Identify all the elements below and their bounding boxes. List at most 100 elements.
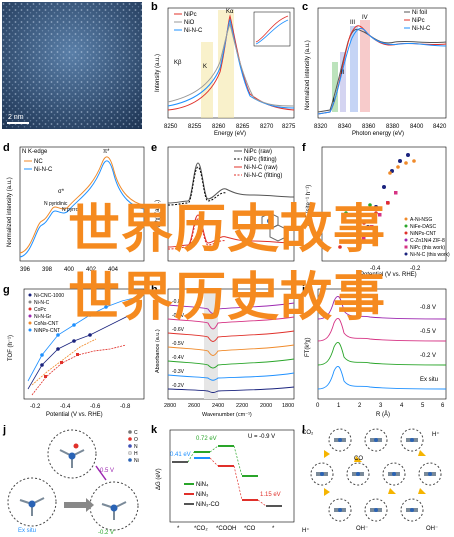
legend-item: C-Zn1Ni4 ZIF-8 [410, 238, 445, 244]
annotation: III [350, 20, 355, 26]
legend-item: Ni-N-Gr [34, 314, 52, 320]
curve-label: -0.7V [172, 313, 185, 319]
tick: 400 [64, 267, 75, 273]
panel-d-chart: N K-edge NC Ni-N-C π* σ* N pyridinic N p… [7, 146, 145, 273]
tick: 8380 [386, 124, 400, 130]
tick: 8255 [188, 124, 202, 130]
species-label: H⁺ [432, 431, 440, 438]
legend-item: NiFe-DASC [410, 224, 437, 230]
panel-b-chart: 8250 8255 8260 8265 8270 8275 Energy (eV… [155, 7, 296, 137]
ylabel: Normalized intensity (a.u.) [7, 177, 13, 247]
legend-item: Ni-N-C [184, 28, 203, 34]
tick: *COOH [216, 526, 236, 532]
xlabel: Wavenumber (cm⁻¹) [202, 412, 252, 418]
tick: 398 [42, 267, 53, 273]
annotation: N pyrrolic [62, 207, 84, 213]
panel-h-label: h [151, 284, 158, 296]
annotation: II [341, 70, 345, 76]
legend-item: CoPc [34, 307, 47, 313]
legend-item: NiN₃-CO [196, 502, 220, 508]
panel-f-label: f [302, 142, 306, 154]
species-label: CO₂ [302, 430, 314, 436]
scalebar-label: 2 nm [8, 114, 24, 121]
ylabel: TOF (site⁻¹ h⁻¹) [306, 185, 312, 227]
tick: -0.4 [60, 404, 71, 410]
curve-label: -0.4V [172, 355, 185, 361]
curve-label: -0.5 V [420, 329, 436, 335]
legend-item: Ni-N-C (fitting) [244, 173, 282, 179]
tick: 6 [441, 403, 445, 409]
legend-item: Ni-N-C (this work) [410, 252, 450, 258]
tick: -0.4 [370, 266, 381, 272]
curve-label: -0.3V [172, 369, 185, 375]
potential-label: Ex situ [18, 528, 36, 534]
panel-a-micrograph: 2 nm [2, 2, 142, 129]
tick: 8250 [164, 124, 178, 130]
tick: 8320 [314, 124, 328, 130]
legend-item: Ni-N-C [34, 167, 53, 173]
curve-label: -0.8V [172, 299, 185, 305]
species-label: CO [354, 456, 363, 462]
xlabel: Potential (V vs. RHE) [360, 272, 417, 278]
annotation: π* [103, 149, 110, 155]
tick: 2000 [260, 403, 272, 409]
panel-b-label: b [151, 1, 158, 13]
ylabel: TOF (h⁻¹) [8, 335, 14, 361]
panel-f-chart: A-Ni-NSG NiFe-DASC NiNPs-CNT C-Zn1Ni4 ZI… [306, 146, 450, 278]
panel-j-diagram: -0.5 V -0.2 V Ex situ C O N H Ni [7, 429, 139, 536]
tick: 2800 [164, 403, 176, 409]
tick: * [272, 526, 275, 532]
legend-item: NiPc [184, 12, 197, 18]
legend-item: Ni-CNC-1000 [34, 293, 64, 299]
panel-j-label: j [3, 424, 7, 436]
potential-label: -0.5 V [98, 468, 114, 474]
curve-label: -0.5V [172, 341, 185, 347]
energy-label: 1.15 eV [260, 492, 281, 498]
legend-item: NiN₄ [196, 482, 209, 488]
legend-item: C [134, 430, 138, 436]
tick: -0.2 [30, 404, 41, 410]
tick: -0.6 [90, 404, 101, 410]
energy-label: 0.72 eV [196, 436, 217, 442]
panel-l-label: l [302, 424, 306, 436]
chart-title: N K-edge [22, 149, 48, 155]
species-label: OH⁻ [356, 526, 368, 532]
annotation: I [333, 98, 335, 104]
xlabel: R (Å) [376, 411, 390, 418]
panel-h-chart: -0.8V -0.7V -0.6V -0.5V -0.4V -0.3V -0.2… [155, 288, 295, 418]
panel-l-diagram: CO₂ CO H⁺ H⁺ OH⁻ OH⁻ [302, 428, 442, 534]
tick: *CO [244, 526, 256, 532]
tick: 8340 [338, 124, 352, 130]
annotation: Kβ [174, 60, 182, 66]
panel-e-label: e [151, 142, 158, 154]
tick: *CO₂ [194, 526, 208, 532]
tick: 1 [337, 403, 341, 409]
annotation: IV [362, 15, 368, 21]
annotation: N pyridinic [44, 201, 68, 207]
tick: 8260 [212, 124, 226, 130]
legend-item: NC [34, 159, 43, 165]
tick: 2200 [236, 403, 248, 409]
tick: 8275 [282, 124, 296, 130]
curve-label: -0.6V [172, 327, 185, 333]
condition-label: U = -0.9 V [248, 434, 275, 440]
tick: 8270 [260, 124, 274, 130]
tick: 4 [400, 403, 404, 409]
panel-i-label: i [302, 284, 306, 296]
ylabel: FT(k³χ) (a.u.) [155, 200, 161, 235]
tick: * [177, 526, 180, 532]
tick: 404 [108, 267, 119, 273]
xlabel: Energy (eV) [214, 131, 246, 137]
legend-item: H [134, 451, 138, 457]
legend-item: Ni-N-C [412, 26, 431, 32]
ylabel: Absorbance (a.u.) [155, 329, 161, 373]
tick: 396 [20, 267, 31, 273]
curve-label: -0.8 V [420, 305, 436, 311]
tick: 402 [86, 267, 97, 273]
energy-label: 0.41 eV [170, 452, 191, 458]
legend-item: Ni [134, 458, 139, 464]
tick: 1800 [282, 403, 294, 409]
annotation: K [203, 64, 207, 70]
tick: 3 [379, 403, 383, 409]
legend-item: NiPc [412, 18, 425, 24]
